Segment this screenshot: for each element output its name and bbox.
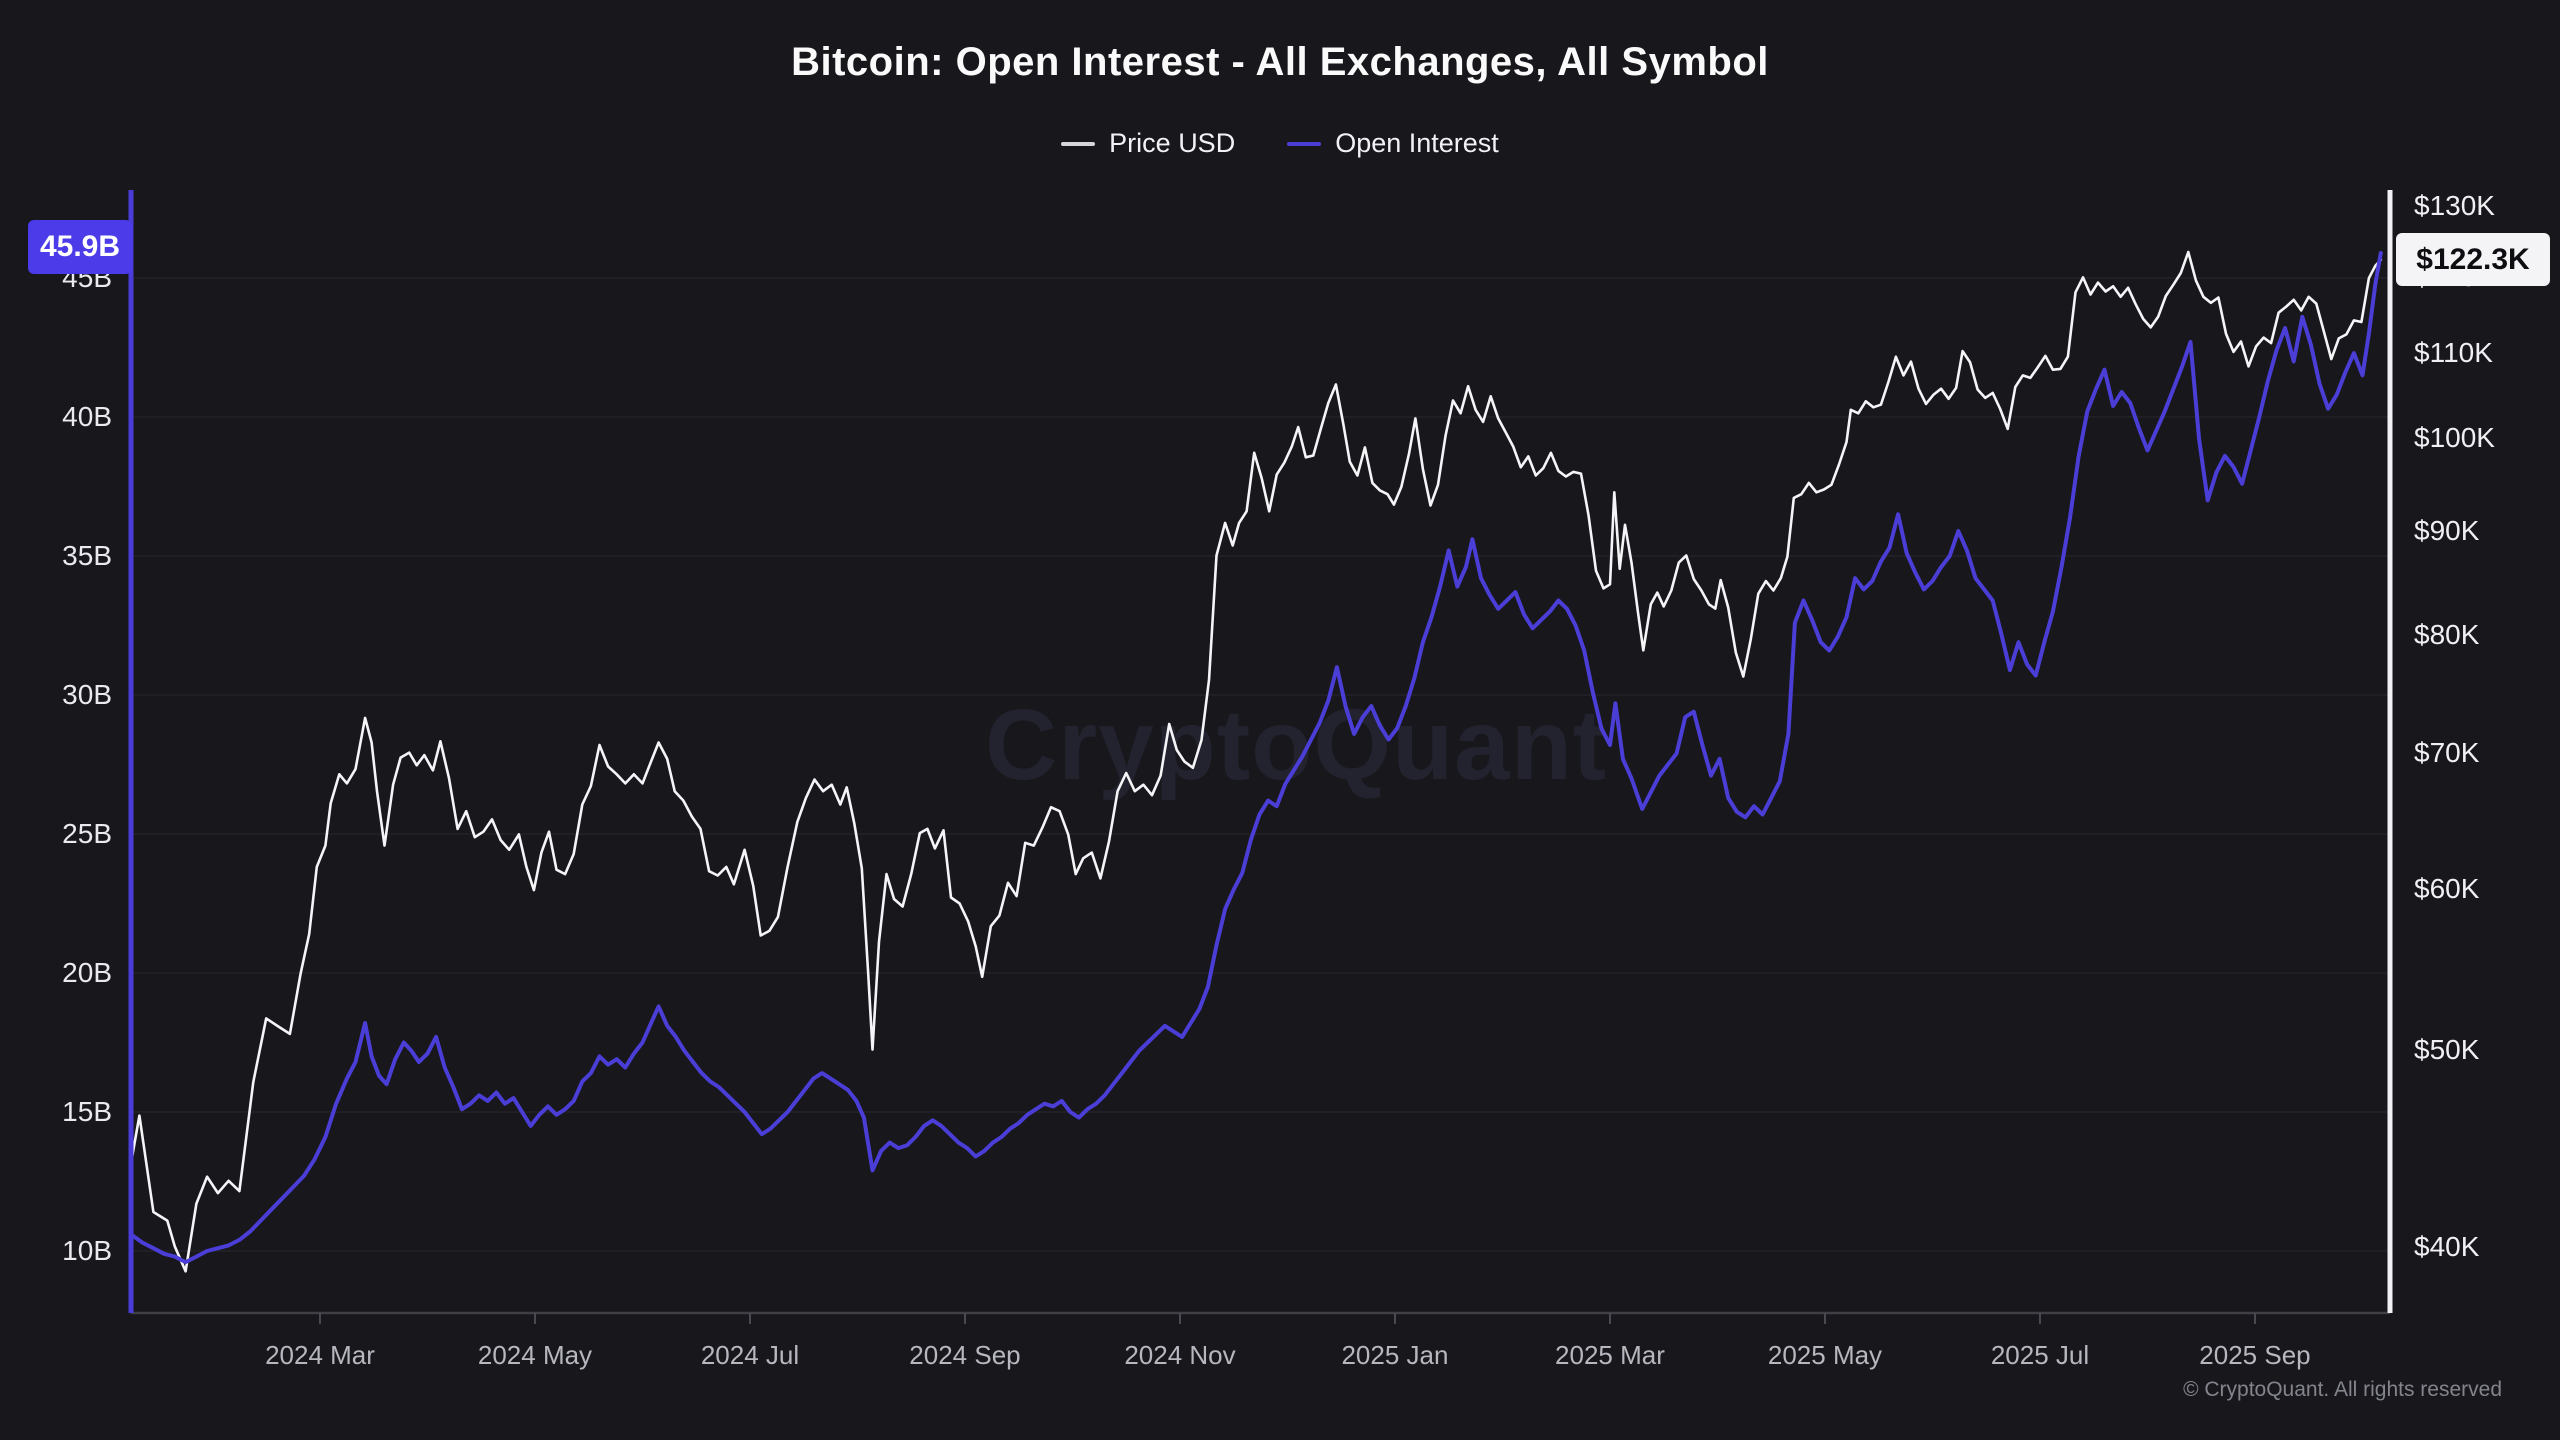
series-line-open-interest[interactable] [128,251,2383,1265]
chart-title: Bitcoin: Open Interest - All Exchanges, … [791,40,1769,84]
x-tick-label-2024-jul: 2024 Jul [700,1340,800,1370]
y-right-tick-60k: $60K [2414,872,2480,904]
copyright-note: © CryptoQuant. All rights reserved [2183,1378,2502,1401]
x-tick-label-2024-may: 2024 May [477,1340,593,1370]
x-tick-label-2025-mar: 2025 Mar [1555,1340,1665,1370]
y-left-tick-30B: 30B [62,679,112,710]
legend-label-price: Price USD [1109,128,1236,158]
y-right-tick-50k: $50K [2414,1033,2480,1065]
chart-legend: Price USD Open Interest [0,128,2560,159]
y-right-tick-110k: $110K [2414,337,2493,369]
legend-item-open-interest[interactable]: Open Interest [1287,128,1499,159]
y-left-tick-35B: 35B [62,540,112,571]
price-current-badge: $122.3K [2396,233,2550,286]
price-line-swatch-icon [1061,141,1096,146]
y-right-tick-100k: $100K [2414,421,2495,453]
y-right-tick-130k: $130K [2414,190,2495,221]
y-left-tick-25B: 25B [62,818,112,849]
x-tick-label-2025-may: 2025 May [1767,1340,1883,1370]
series-line-price-usd[interactable] [129,250,2383,1273]
x-tick-label-2025-sep: 2025 Sep [2199,1340,2311,1370]
y-left-tick-40B: 40B [62,401,112,432]
y-right-tick-40k: $40K [2414,1230,2480,1262]
y-left-tick-20B: 20B [62,957,112,988]
y-right-tick-70k: $70K [2414,736,2480,768]
x-tick-label-2025-jul: 2025 Jul [1990,1340,2090,1370]
x-tick-label-2025-jan: 2025 Jan [1341,1340,1449,1370]
x-tick-label-2024-mar: 2024 Mar [265,1340,375,1370]
x-tick-label-2024-sep: 2024 Sep [909,1340,1021,1370]
y-right-tick-90k: $90K [2414,514,2480,546]
open-interest-current-badge: 45.9B [28,220,132,274]
y-right-tick-80k: $80K [2414,618,2480,650]
y-left-tick-10B: 10B [62,1235,112,1266]
x-tick-label-2024-nov: 2024 Nov [1124,1340,1236,1370]
open-interest-line-swatch-icon [1287,141,1322,146]
legend-label-open-interest: Open Interest [1335,128,1499,158]
legend-item-price[interactable]: Price USD [1061,128,1235,159]
y-left-tick-15B: 15B [62,1096,112,1127]
